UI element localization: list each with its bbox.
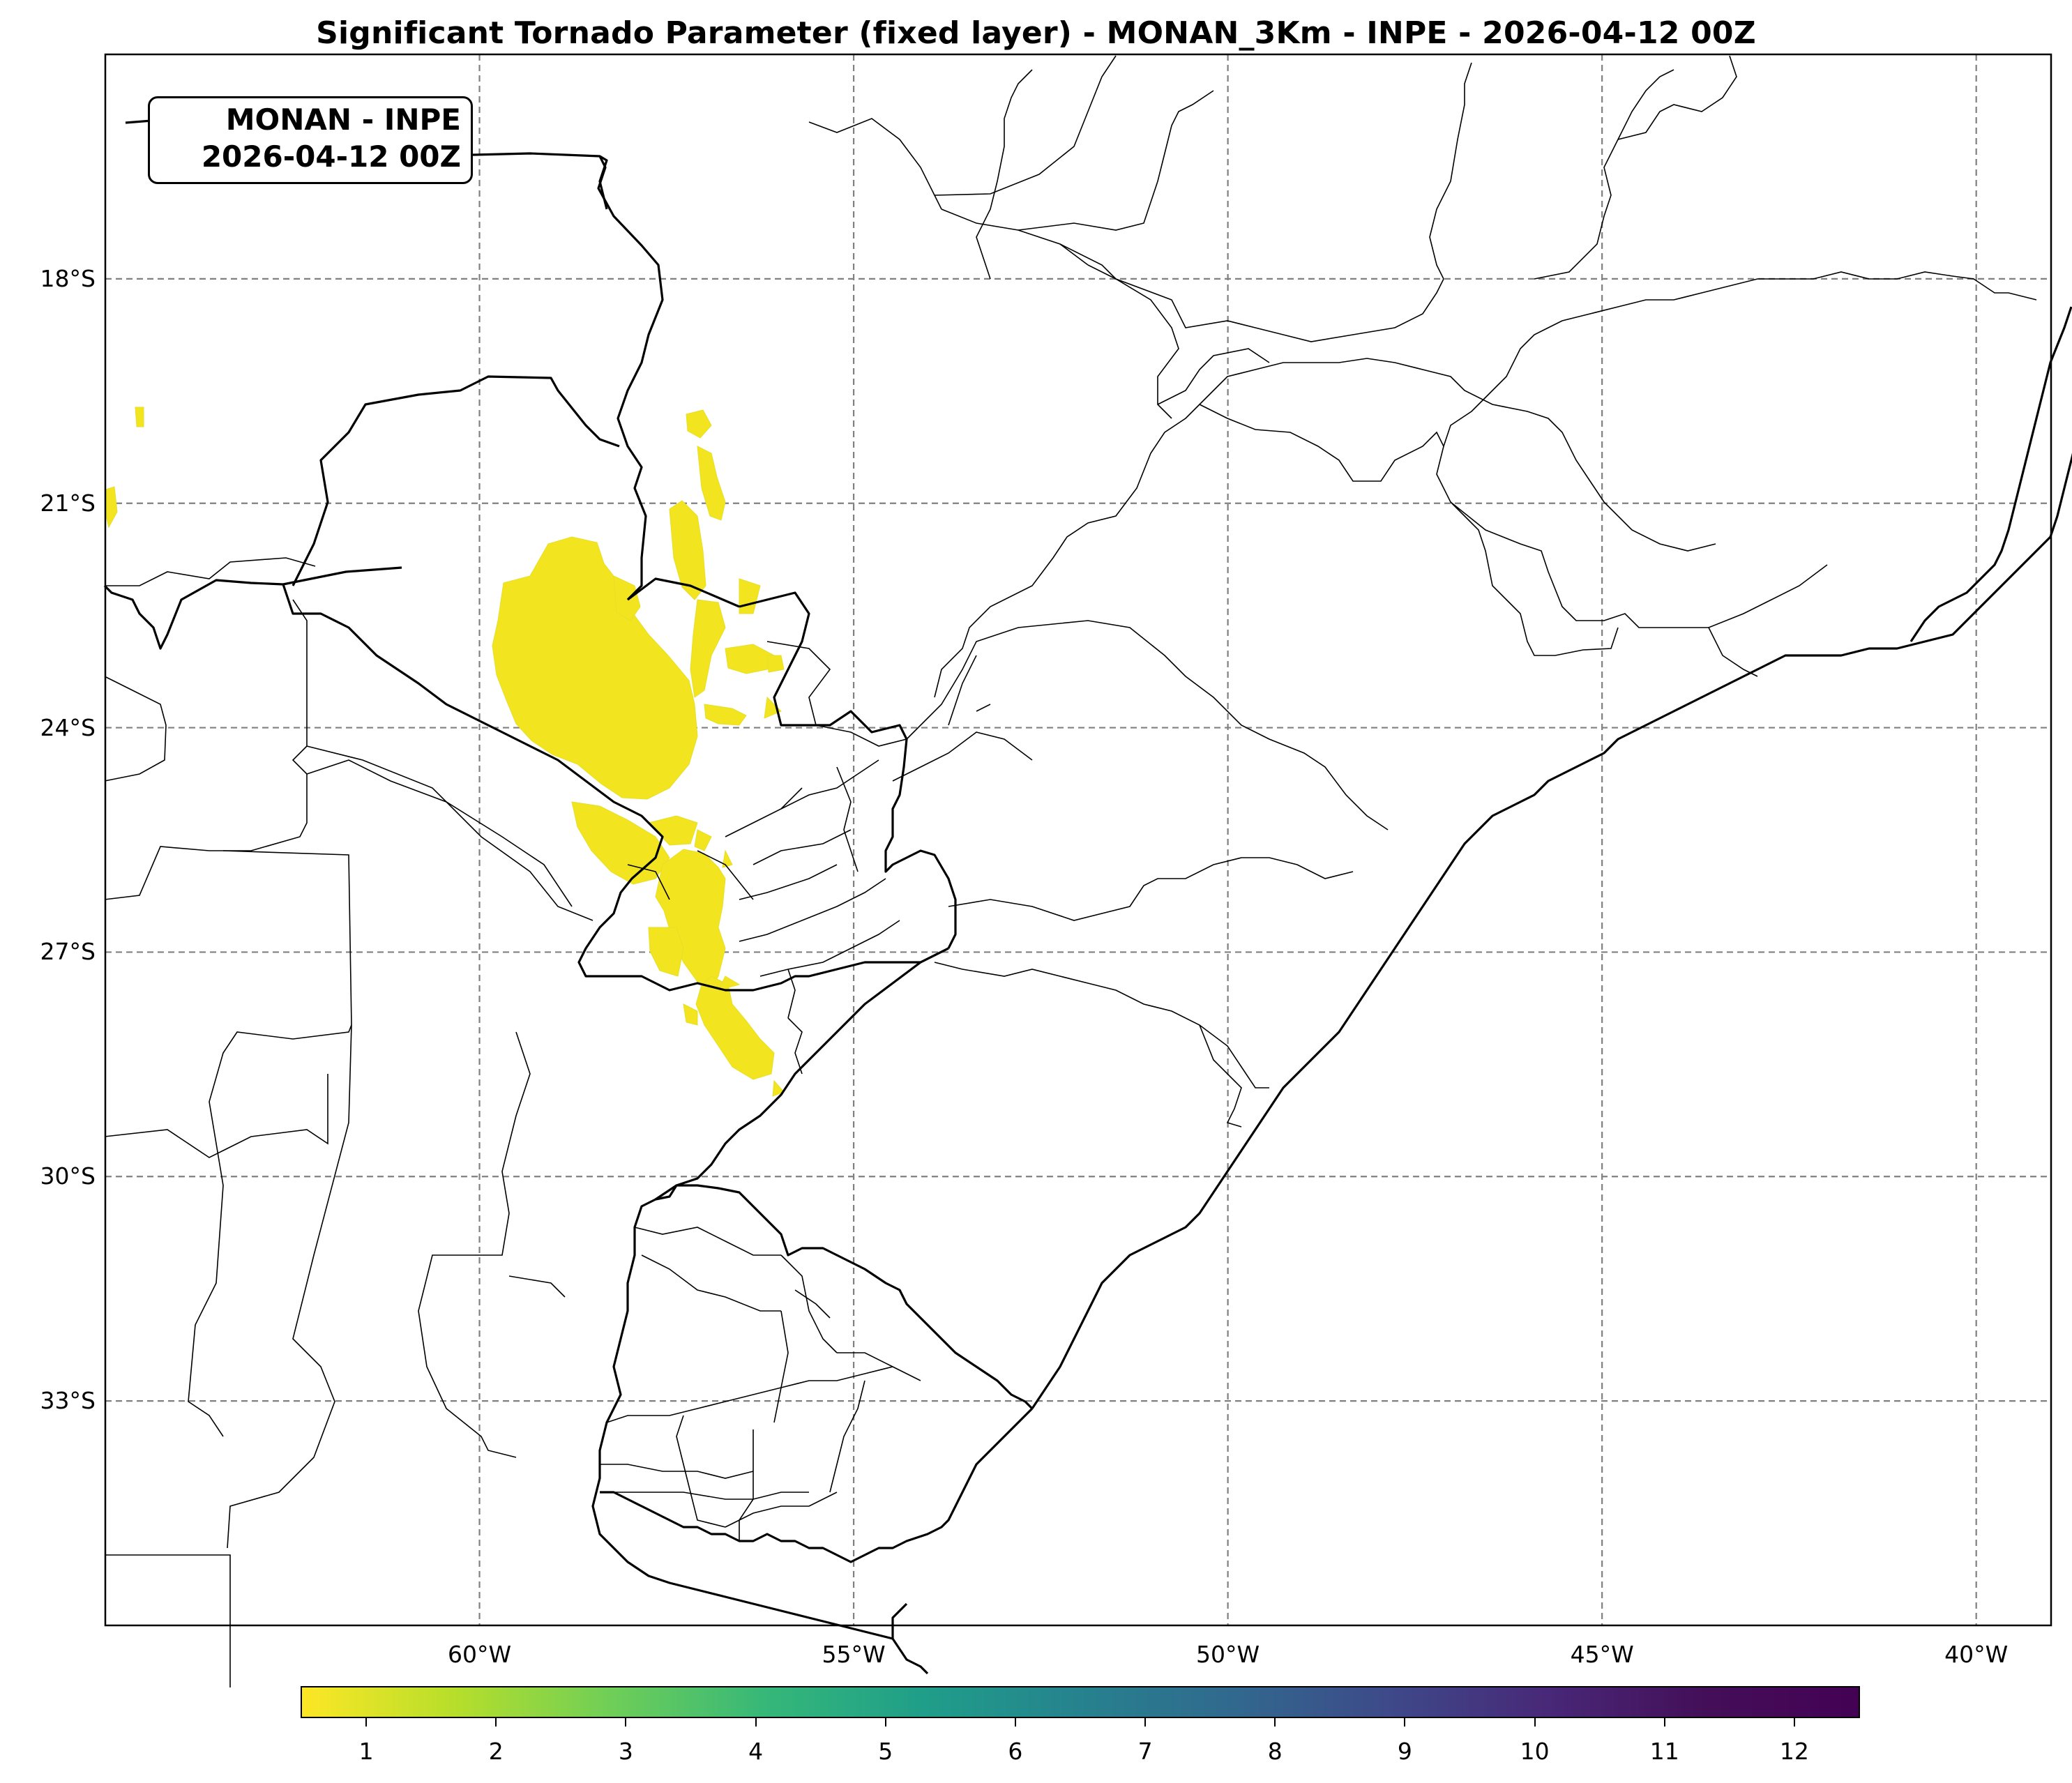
field-blob-south-7 <box>718 976 741 991</box>
field-blob-center-3 <box>725 644 775 674</box>
info-box: MONAN - INPE 2026-04-12 00Z <box>148 96 473 184</box>
colorbar-tick-label: 9 <box>1397 1738 1412 1765</box>
field-blob-south-10 <box>772 1079 785 1097</box>
colorbar-tick <box>1274 1718 1276 1727</box>
state-boundaries <box>104 55 2037 1687</box>
field-blob-north-1 <box>613 575 641 621</box>
map-frame <box>104 53 2052 1627</box>
colorbar-tick <box>884 1718 886 1727</box>
field-blob-south-2 <box>648 815 698 846</box>
field-blob-south-3 <box>694 829 712 851</box>
field-blob-south-6 <box>695 976 775 1080</box>
field-blob-ne-1 <box>766 655 785 673</box>
colorbar <box>301 1686 1860 1718</box>
colorbar-tick-label: 5 <box>878 1738 893 1765</box>
field-blob-center-4 <box>704 704 747 726</box>
lon-label: 50°W <box>1196 1641 1260 1668</box>
field-blob-center-1 <box>690 599 726 698</box>
info-box-line1: MONAN - INPE <box>225 103 461 137</box>
colorbar-tick <box>625 1718 627 1727</box>
field-blob-center-2 <box>739 578 761 614</box>
colorbar-tick-label: 10 <box>1520 1738 1550 1765</box>
field-blob-west-1 <box>135 407 144 427</box>
colorbar-tick <box>1663 1718 1665 1727</box>
field-blob-south-5 <box>648 927 684 977</box>
colorbar-tick-label: 4 <box>748 1738 764 1765</box>
chart-title: Significant Tornado Parameter (fixed lay… <box>316 15 1756 51</box>
field-blob-west-2 <box>105 486 118 529</box>
colorbar-tick <box>1404 1718 1406 1727</box>
lat-label: 18°S <box>40 264 96 292</box>
info-box-line2: 2026-04-12 00Z <box>201 139 461 174</box>
stp-field <box>105 407 785 1097</box>
colorbar-tick <box>755 1718 757 1727</box>
colorbar-tick-label: 6 <box>1008 1738 1023 1765</box>
field-blob-south-4 <box>655 849 726 988</box>
colorbar-tick <box>495 1718 497 1727</box>
colorbar-tick <box>365 1718 368 1727</box>
country-borders <box>103 119 2072 1675</box>
lat-label: 33°S <box>40 1387 96 1415</box>
lat-label: 21°S <box>40 489 96 517</box>
colorbar-tick-label: 7 <box>1137 1738 1153 1765</box>
colorbar-tick-label: 2 <box>488 1738 504 1765</box>
field-blob-south-1 <box>571 801 670 885</box>
colorbar-tick-label: 1 <box>358 1738 374 1765</box>
field-blob-north-paraguay <box>492 536 698 800</box>
colorbar-tick-label: 3 <box>618 1738 633 1765</box>
colorbar-tick <box>1144 1718 1147 1727</box>
field-blob-north-3 <box>697 446 726 521</box>
lat-label: 27°S <box>40 938 96 966</box>
colorbar-tick <box>1793 1718 1795 1727</box>
colorbar-tick <box>1534 1718 1536 1727</box>
field-blob-north-4 <box>686 409 712 439</box>
field-blob-south-8 <box>722 849 733 868</box>
lon-label: 40°W <box>1944 1641 2009 1668</box>
colorbar-tick-label: 12 <box>1779 1738 1809 1765</box>
lat-label: 24°S <box>40 713 96 741</box>
colorbar-tick-label: 8 <box>1267 1738 1283 1765</box>
colorbar-tick <box>1014 1718 1016 1727</box>
gridlines <box>105 54 2051 1625</box>
lon-label: 60°W <box>447 1641 512 1668</box>
lon-label: 45°W <box>1570 1641 1634 1668</box>
lat-label: 30°S <box>40 1162 96 1190</box>
lon-label: 55°W <box>822 1641 886 1668</box>
colorbar-gradient <box>301 1687 1859 1717</box>
field-blob-south-9 <box>683 1003 698 1026</box>
field-blob-north-2 <box>669 500 706 600</box>
colorbar-tick-label: 11 <box>1649 1738 1679 1765</box>
